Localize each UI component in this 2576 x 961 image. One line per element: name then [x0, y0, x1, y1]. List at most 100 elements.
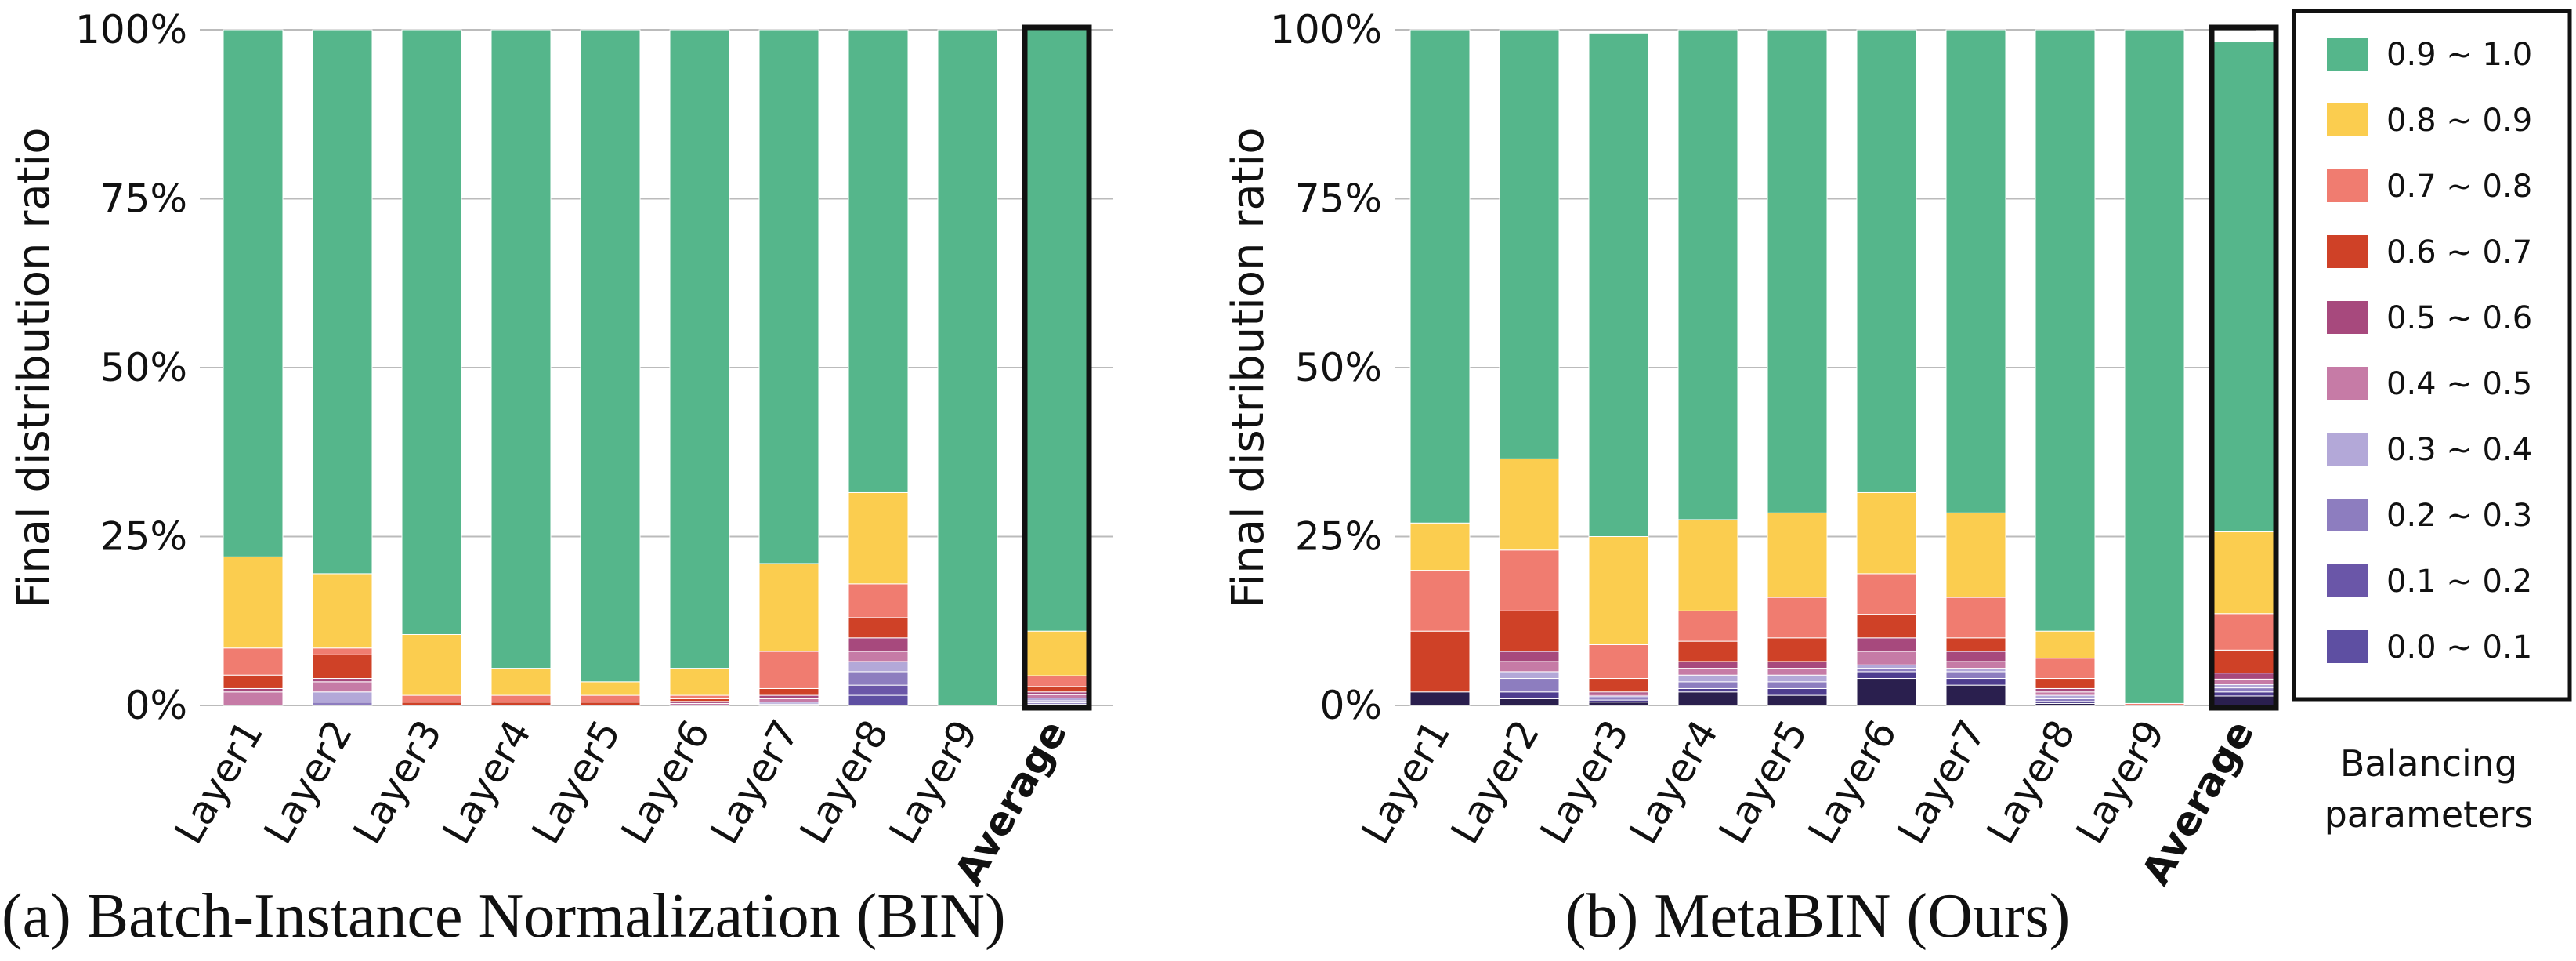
bar-stack-layer2	[312, 29, 373, 706]
bar-segment	[2035, 29, 2096, 632]
bar-segment	[401, 633, 462, 696]
bar-segment	[1767, 687, 1828, 696]
x-tick-label: Layer6	[613, 713, 719, 851]
bar-stack-layer4	[490, 29, 552, 706]
highlight-box	[2209, 24, 2279, 711]
legend-swatch	[2327, 630, 2368, 663]
bar-segment	[2213, 531, 2274, 615]
legend-swatch	[2327, 367, 2368, 400]
x-tick-label: Layer8	[1978, 713, 2085, 851]
bar-segment	[1767, 668, 1828, 676]
bar-segment	[223, 691, 284, 706]
bar-segment	[1677, 691, 1738, 706]
bar-segment	[2124, 29, 2185, 704]
bar-segment	[1499, 698, 1560, 706]
bar-segment	[758, 29, 819, 564]
bar-segment	[1499, 549, 1560, 611]
bar-stack-layer1	[223, 29, 284, 706]
bar-segment	[1409, 691, 1471, 706]
x-tick-label: Layer4	[1621, 713, 1728, 851]
bar-segment	[312, 647, 373, 655]
bar-stack-layer8	[2035, 29, 2096, 706]
bar-segment	[1588, 32, 1649, 538]
legend-label: 0.1 ~ 0.2	[2386, 564, 2532, 600]
y-tick-label: 100%	[75, 7, 187, 53]
bar-stack-layer7	[758, 29, 819, 706]
bar-segment	[1499, 458, 1560, 551]
bar-segment	[1499, 29, 1560, 459]
bar-segment	[1677, 687, 1738, 693]
bar-segment	[1499, 661, 1560, 673]
bar-segment	[490, 694, 552, 703]
bar-segment	[848, 661, 909, 673]
bar-segment	[490, 668, 552, 696]
bar-segment	[1767, 661, 1828, 669]
y-tick-label: 25%	[100, 514, 187, 560]
bar-segment	[1945, 637, 2006, 652]
bar-segment	[401, 702, 462, 706]
bar-segment	[1767, 512, 1828, 598]
legend-swatch	[2327, 564, 2368, 597]
bar-segment	[2213, 684, 2274, 689]
y-tick-label: 75%	[1295, 176, 1382, 222]
bar-segment	[2035, 678, 2096, 689]
x-tick-label: Layer1	[1353, 713, 1460, 851]
bar-segment	[1677, 661, 1738, 669]
bar-stack-layer9	[937, 29, 998, 706]
bar-segment	[1767, 597, 1828, 639]
legend-title-line1: Balancing	[2340, 742, 2517, 785]
y-axis-label: Final distribution ratio	[9, 128, 60, 608]
y-tick-label: 0%	[1320, 683, 1382, 728]
bar-segment	[1856, 668, 1917, 673]
bar-segment	[1856, 671, 1917, 680]
panel-metabin: 0% 25% 50% 75% 100% Final distribution ratio L…	[1223, 7, 2279, 893]
bar-segment	[669, 668, 730, 696]
bar-segment	[312, 691, 373, 703]
bar-segment	[2213, 687, 2274, 693]
legend-swatch	[2327, 499, 2368, 531]
bar-segment	[1499, 651, 1560, 662]
bar-segment	[848, 29, 909, 493]
bar-segment	[1945, 668, 2006, 673]
bar-segment	[1588, 536, 1649, 645]
legend-swatch	[2327, 301, 2368, 334]
bar-segment	[758, 651, 819, 689]
bar-segment	[1767, 694, 1828, 706]
bar-segment	[223, 687, 284, 693]
bar-segment	[1767, 681, 1828, 689]
bar-stack-layer3	[401, 29, 462, 706]
bar-segment	[1856, 491, 1917, 575]
bar-segment	[223, 674, 284, 689]
bar-segment	[1677, 674, 1738, 683]
bar-segment	[758, 694, 819, 699]
bar-segment	[848, 671, 909, 686]
bar-segment	[1026, 698, 1087, 702]
bar-segment	[758, 687, 819, 696]
bar-segment	[2035, 687, 2096, 693]
bar-stack-layer8	[848, 29, 909, 706]
y-tick-label: 75%	[100, 176, 187, 222]
bar-segment	[2213, 673, 2274, 680]
x-tick-label: Layer3	[345, 713, 451, 851]
bar-segment	[2035, 694, 2096, 699]
bar-segment	[1677, 640, 1738, 662]
legend-label: 0.0 ~ 0.1	[2386, 629, 2532, 665]
bar-segment	[1945, 661, 2006, 669]
legend-swatch	[2327, 38, 2368, 71]
bar-segment	[2035, 658, 2096, 680]
legend-label: 0.7 ~ 0.8	[2386, 169, 2532, 205]
bar-segment	[2035, 698, 2096, 702]
x-tick-label: Layer2	[1442, 713, 1549, 851]
y-tick-label: 0%	[125, 683, 187, 728]
x-tick-label: Layer7	[1889, 713, 1995, 851]
x-tick-label: Layer5	[1710, 713, 1817, 851]
legend-title-line2: parameters	[2325, 793, 2534, 836]
legend-label: 0.9 ~ 1.0	[2386, 37, 2532, 73]
bar-segment	[312, 654, 373, 680]
bar-segment	[1856, 637, 1917, 652]
bar-segment	[1026, 691, 1087, 695]
bar-segment	[1026, 630, 1087, 676]
bar-segment	[1026, 675, 1087, 687]
x-tick-label: Layer2	[255, 713, 362, 851]
